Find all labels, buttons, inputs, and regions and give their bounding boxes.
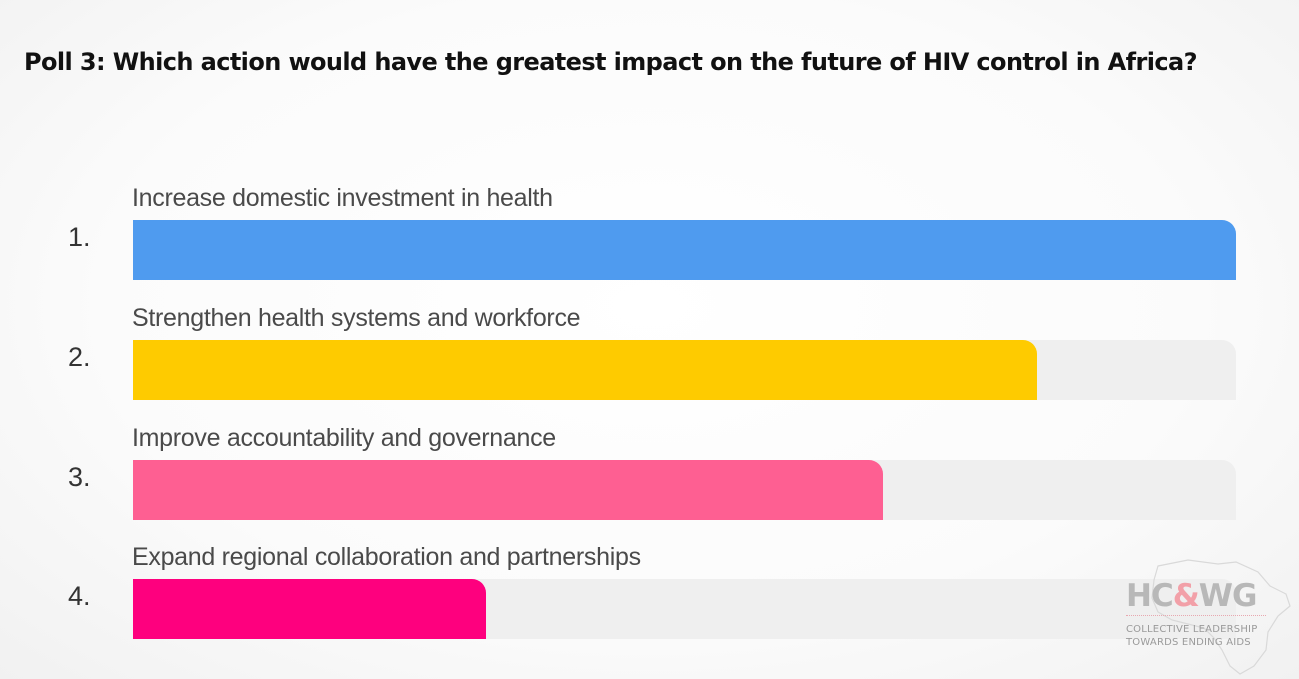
hcwg-logo: HC&WG COLLECTIVE LEADERSHIP TOWARDS ENDI… xyxy=(1118,558,1294,676)
option-label: Strengthen health systems and workforce xyxy=(132,304,581,332)
poll-option-2: Strengthen health systems and workforce 2… xyxy=(0,304,1299,424)
logo-wordmark: HC&WG xyxy=(1126,578,1257,614)
poll-option-4: Expand regional collaboration and partne… xyxy=(0,543,1299,663)
bar-fill xyxy=(133,220,1236,280)
poll-title: Poll 3: Which action would have the grea… xyxy=(24,48,1198,76)
option-label: Expand regional collaboration and partne… xyxy=(132,543,641,571)
logo-divider xyxy=(1126,615,1266,619)
option-label: Increase domestic investment in health xyxy=(132,184,553,212)
logo-tagline-2: TOWARDS ENDING AIDS xyxy=(1126,637,1251,648)
bar-track xyxy=(133,460,1236,520)
bar-track xyxy=(133,220,1236,280)
logo-tagline-1: COLLECTIVE LEADERSHIP xyxy=(1126,624,1258,635)
africa-outline-icon xyxy=(1151,559,1291,675)
red-ribbon-icon: & xyxy=(1172,578,1200,614)
bar-fill xyxy=(133,460,884,520)
option-number: 4. xyxy=(68,581,91,611)
option-number: 3. xyxy=(68,462,91,492)
option-label: Improve accountability and governance xyxy=(132,424,556,452)
option-number: 2. xyxy=(68,342,91,372)
poll-option-3: Improve accountability and governance 3. xyxy=(0,424,1299,544)
poll-option-1: Increase domestic investment in health 1. xyxy=(0,184,1299,304)
bar-track xyxy=(133,340,1236,400)
bar-fill xyxy=(133,340,1038,400)
bar-track xyxy=(133,579,1236,639)
option-number: 1. xyxy=(68,222,91,252)
bar-fill xyxy=(133,579,486,639)
